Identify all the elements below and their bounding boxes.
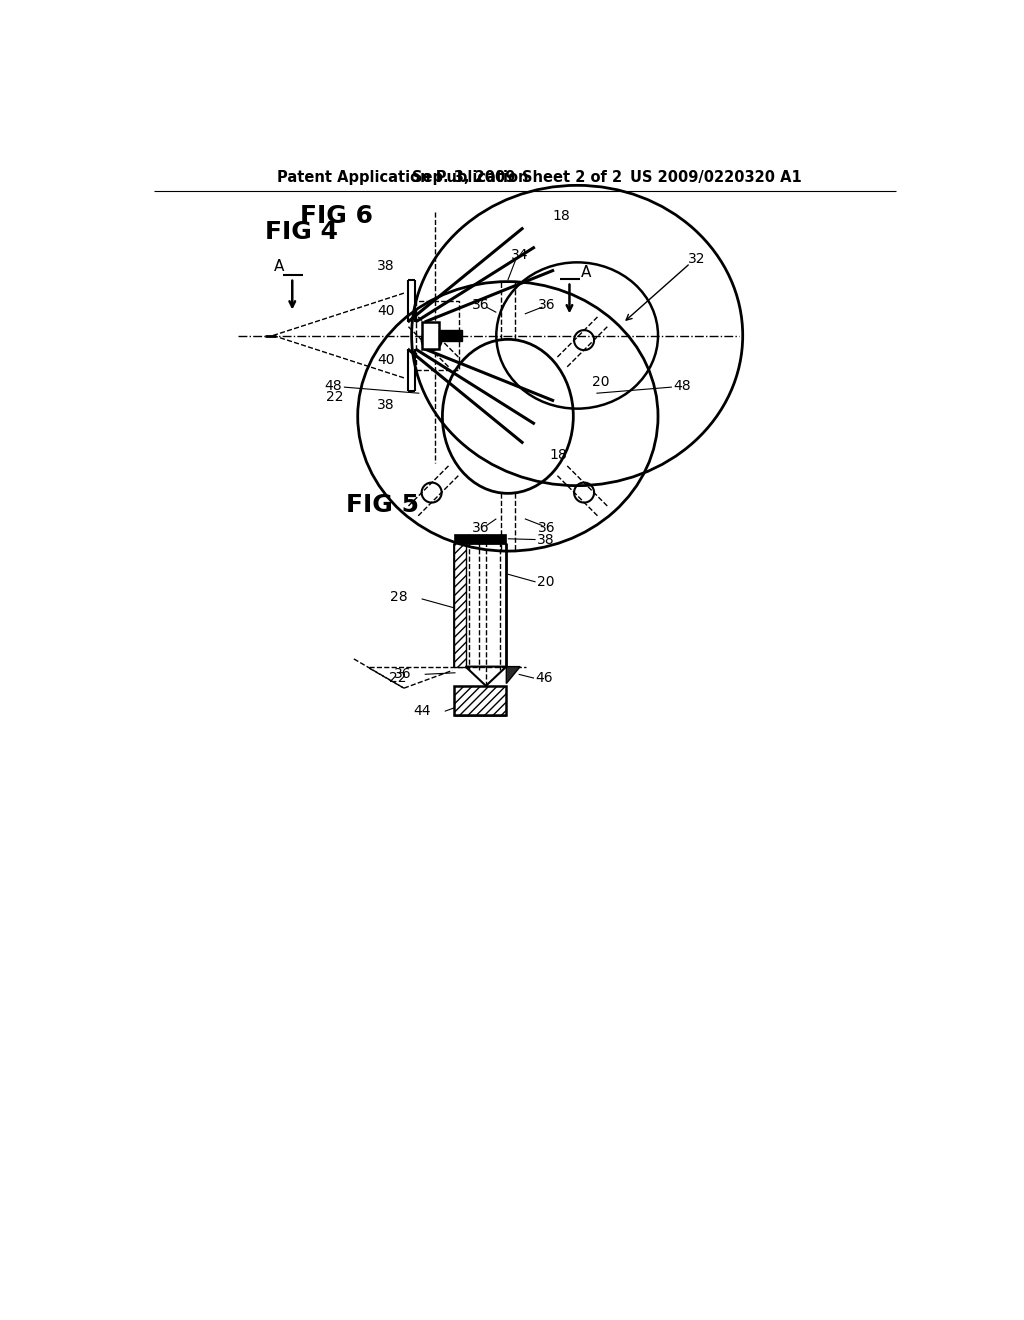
Bar [454, 686, 506, 715]
Text: Sep. 3, 2009: Sep. 3, 2009 [412, 170, 515, 185]
Text: 20: 20 [538, 576, 555, 589]
Bar [454, 535, 506, 544]
Text: 36: 36 [394, 668, 412, 681]
Text: 38: 38 [378, 397, 395, 412]
Text: Patent Application Publication: Patent Application Publication [276, 170, 528, 185]
Text: 40: 40 [378, 354, 395, 367]
Text: US 2009/0220320 A1: US 2009/0220320 A1 [630, 170, 802, 185]
Text: 38: 38 [538, 532, 555, 546]
Text: 36: 36 [472, 298, 489, 312]
Text: FIG 4: FIG 4 [265, 219, 338, 244]
Text: 22: 22 [326, 391, 343, 404]
Text: FIG 5: FIG 5 [346, 492, 419, 517]
Text: A: A [274, 259, 285, 273]
Text: 44: 44 [414, 705, 431, 718]
Text: 36: 36 [472, 521, 489, 535]
Text: 32: 32 [688, 252, 706, 265]
Text: 28: 28 [390, 590, 408, 605]
Text: 36: 36 [538, 521, 555, 535]
Text: 22: 22 [388, 671, 406, 685]
Bar [416, 301, 459, 370]
Bar [454, 544, 466, 667]
Bar [439, 330, 463, 341]
Polygon shape [506, 667, 520, 684]
Text: 40: 40 [378, 304, 395, 318]
Text: 38: 38 [378, 259, 395, 273]
Text: FIG 6: FIG 6 [300, 205, 373, 228]
Text: 36: 36 [538, 298, 555, 312]
Text: Sheet 2 of 2: Sheet 2 of 2 [521, 170, 622, 185]
Text: 18: 18 [553, 209, 570, 223]
Text: 48: 48 [674, 379, 691, 392]
Text: 20: 20 [592, 375, 609, 388]
Bar [422, 322, 439, 348]
Text: 48: 48 [325, 379, 342, 392]
Text: 18: 18 [549, 447, 567, 462]
Text: 46: 46 [536, 671, 553, 685]
Text: 34: 34 [511, 248, 528, 261]
Text: A: A [582, 265, 592, 280]
